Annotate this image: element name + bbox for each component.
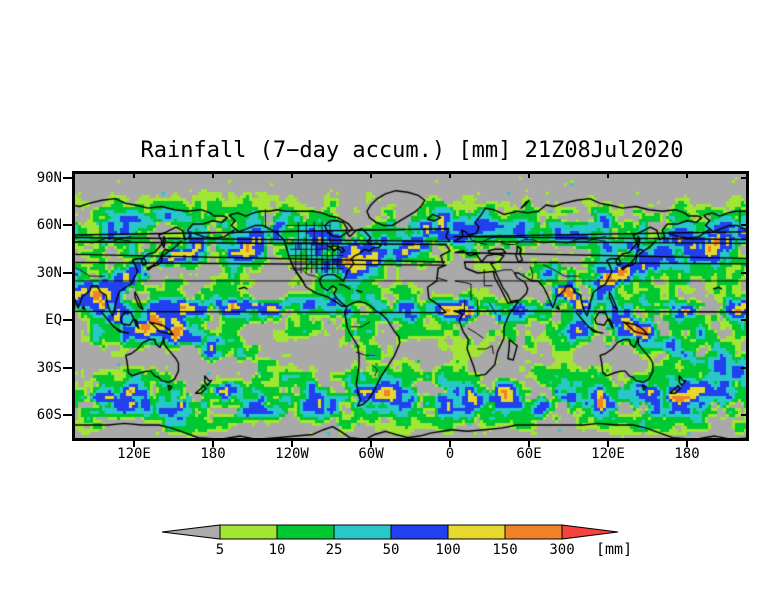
colorbar-segment (333, 524, 392, 540)
colorbar-above-arrow (561, 524, 619, 540)
lon-axis-label: 180 (200, 446, 226, 462)
colorbar-level-label: 50 (382, 542, 400, 558)
colorbar (161, 524, 619, 540)
lon-tick-top (133, 174, 135, 178)
lat-axis-label: 60N (36, 217, 62, 233)
colorbar-level-label: 150 (492, 542, 518, 558)
lon-tick-bottom (133, 441, 135, 447)
lat-tick-right (741, 177, 746, 179)
lon-axis-label: 60E (516, 446, 542, 462)
lon-tick-top (528, 174, 530, 178)
lat-tick-left (63, 367, 72, 369)
lon-axis-label: 120E (117, 446, 151, 462)
lat-tick-left (63, 177, 72, 179)
lat-axis-label: 30N (36, 265, 62, 281)
lat-tick-right (741, 367, 746, 369)
lon-tick-top (212, 174, 214, 178)
lon-axis-label: 180 (674, 446, 700, 462)
lon-tick-bottom (212, 441, 214, 447)
colorbar-segment (219, 524, 278, 540)
rainfall-map-canvas (75, 174, 746, 438)
lon-axis-label: 120W (275, 446, 309, 462)
lat-tick-left (63, 272, 72, 274)
lon-tick-bottom (370, 441, 372, 447)
lon-axis-label: 60W (358, 446, 384, 462)
plot-title: Rainfall (7−day accum.) [mm] 21Z08Jul202… (140, 138, 684, 163)
colorbar-below-arrow (161, 524, 221, 540)
lon-tick-bottom (607, 441, 609, 447)
lon-tick-bottom (528, 441, 530, 447)
lat-axis-label: 90N (36, 170, 62, 186)
lat-axis-label: EQ (45, 312, 62, 328)
lon-tick-bottom (686, 441, 688, 447)
lat-axis-label: 60S (36, 407, 62, 423)
lon-tick-top (607, 174, 609, 178)
lon-tick-top (291, 174, 293, 178)
lon-axis-label: 0 (445, 446, 455, 462)
colorbar-level-label: 5 (215, 542, 225, 558)
colorbar-units-label: [mm] (596, 540, 633, 558)
colorbar-level-label: 25 (325, 542, 343, 558)
lon-tick-bottom (291, 441, 293, 447)
lat-tick-right (741, 414, 746, 416)
lat-tick-right (741, 224, 746, 226)
lon-tick-top (449, 174, 451, 178)
colorbar-segment (504, 524, 563, 540)
lat-tick-right (741, 319, 746, 321)
lon-tick-bottom (449, 441, 451, 447)
colorbar-segment (390, 524, 449, 540)
colorbar-level-label: 300 (549, 542, 575, 558)
colorbar-segment (447, 524, 506, 540)
colorbar-segment (276, 524, 335, 540)
lat-tick-left (63, 414, 72, 416)
lat-axis-label: 30S (36, 360, 62, 376)
lon-tick-top (370, 174, 372, 178)
lat-tick-right (741, 272, 746, 274)
lon-axis-label: 120E (591, 446, 625, 462)
lat-tick-left (63, 319, 72, 321)
colorbar-level-label: 100 (435, 542, 461, 558)
lon-tick-top (686, 174, 688, 178)
lat-tick-left (63, 224, 72, 226)
colorbar-level-label: 10 (268, 542, 286, 558)
